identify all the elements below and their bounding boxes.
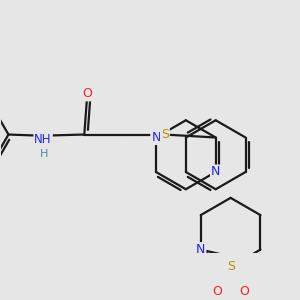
Text: S: S: [226, 260, 235, 273]
Text: N: N: [196, 243, 206, 256]
Text: N: N: [211, 166, 220, 178]
Text: N: N: [151, 131, 161, 144]
Text: NH: NH: [34, 133, 52, 146]
Text: O: O: [239, 285, 249, 298]
Text: O: O: [212, 285, 222, 298]
Text: H: H: [40, 148, 48, 159]
Text: S: S: [161, 128, 169, 141]
Text: O: O: [82, 87, 92, 101]
